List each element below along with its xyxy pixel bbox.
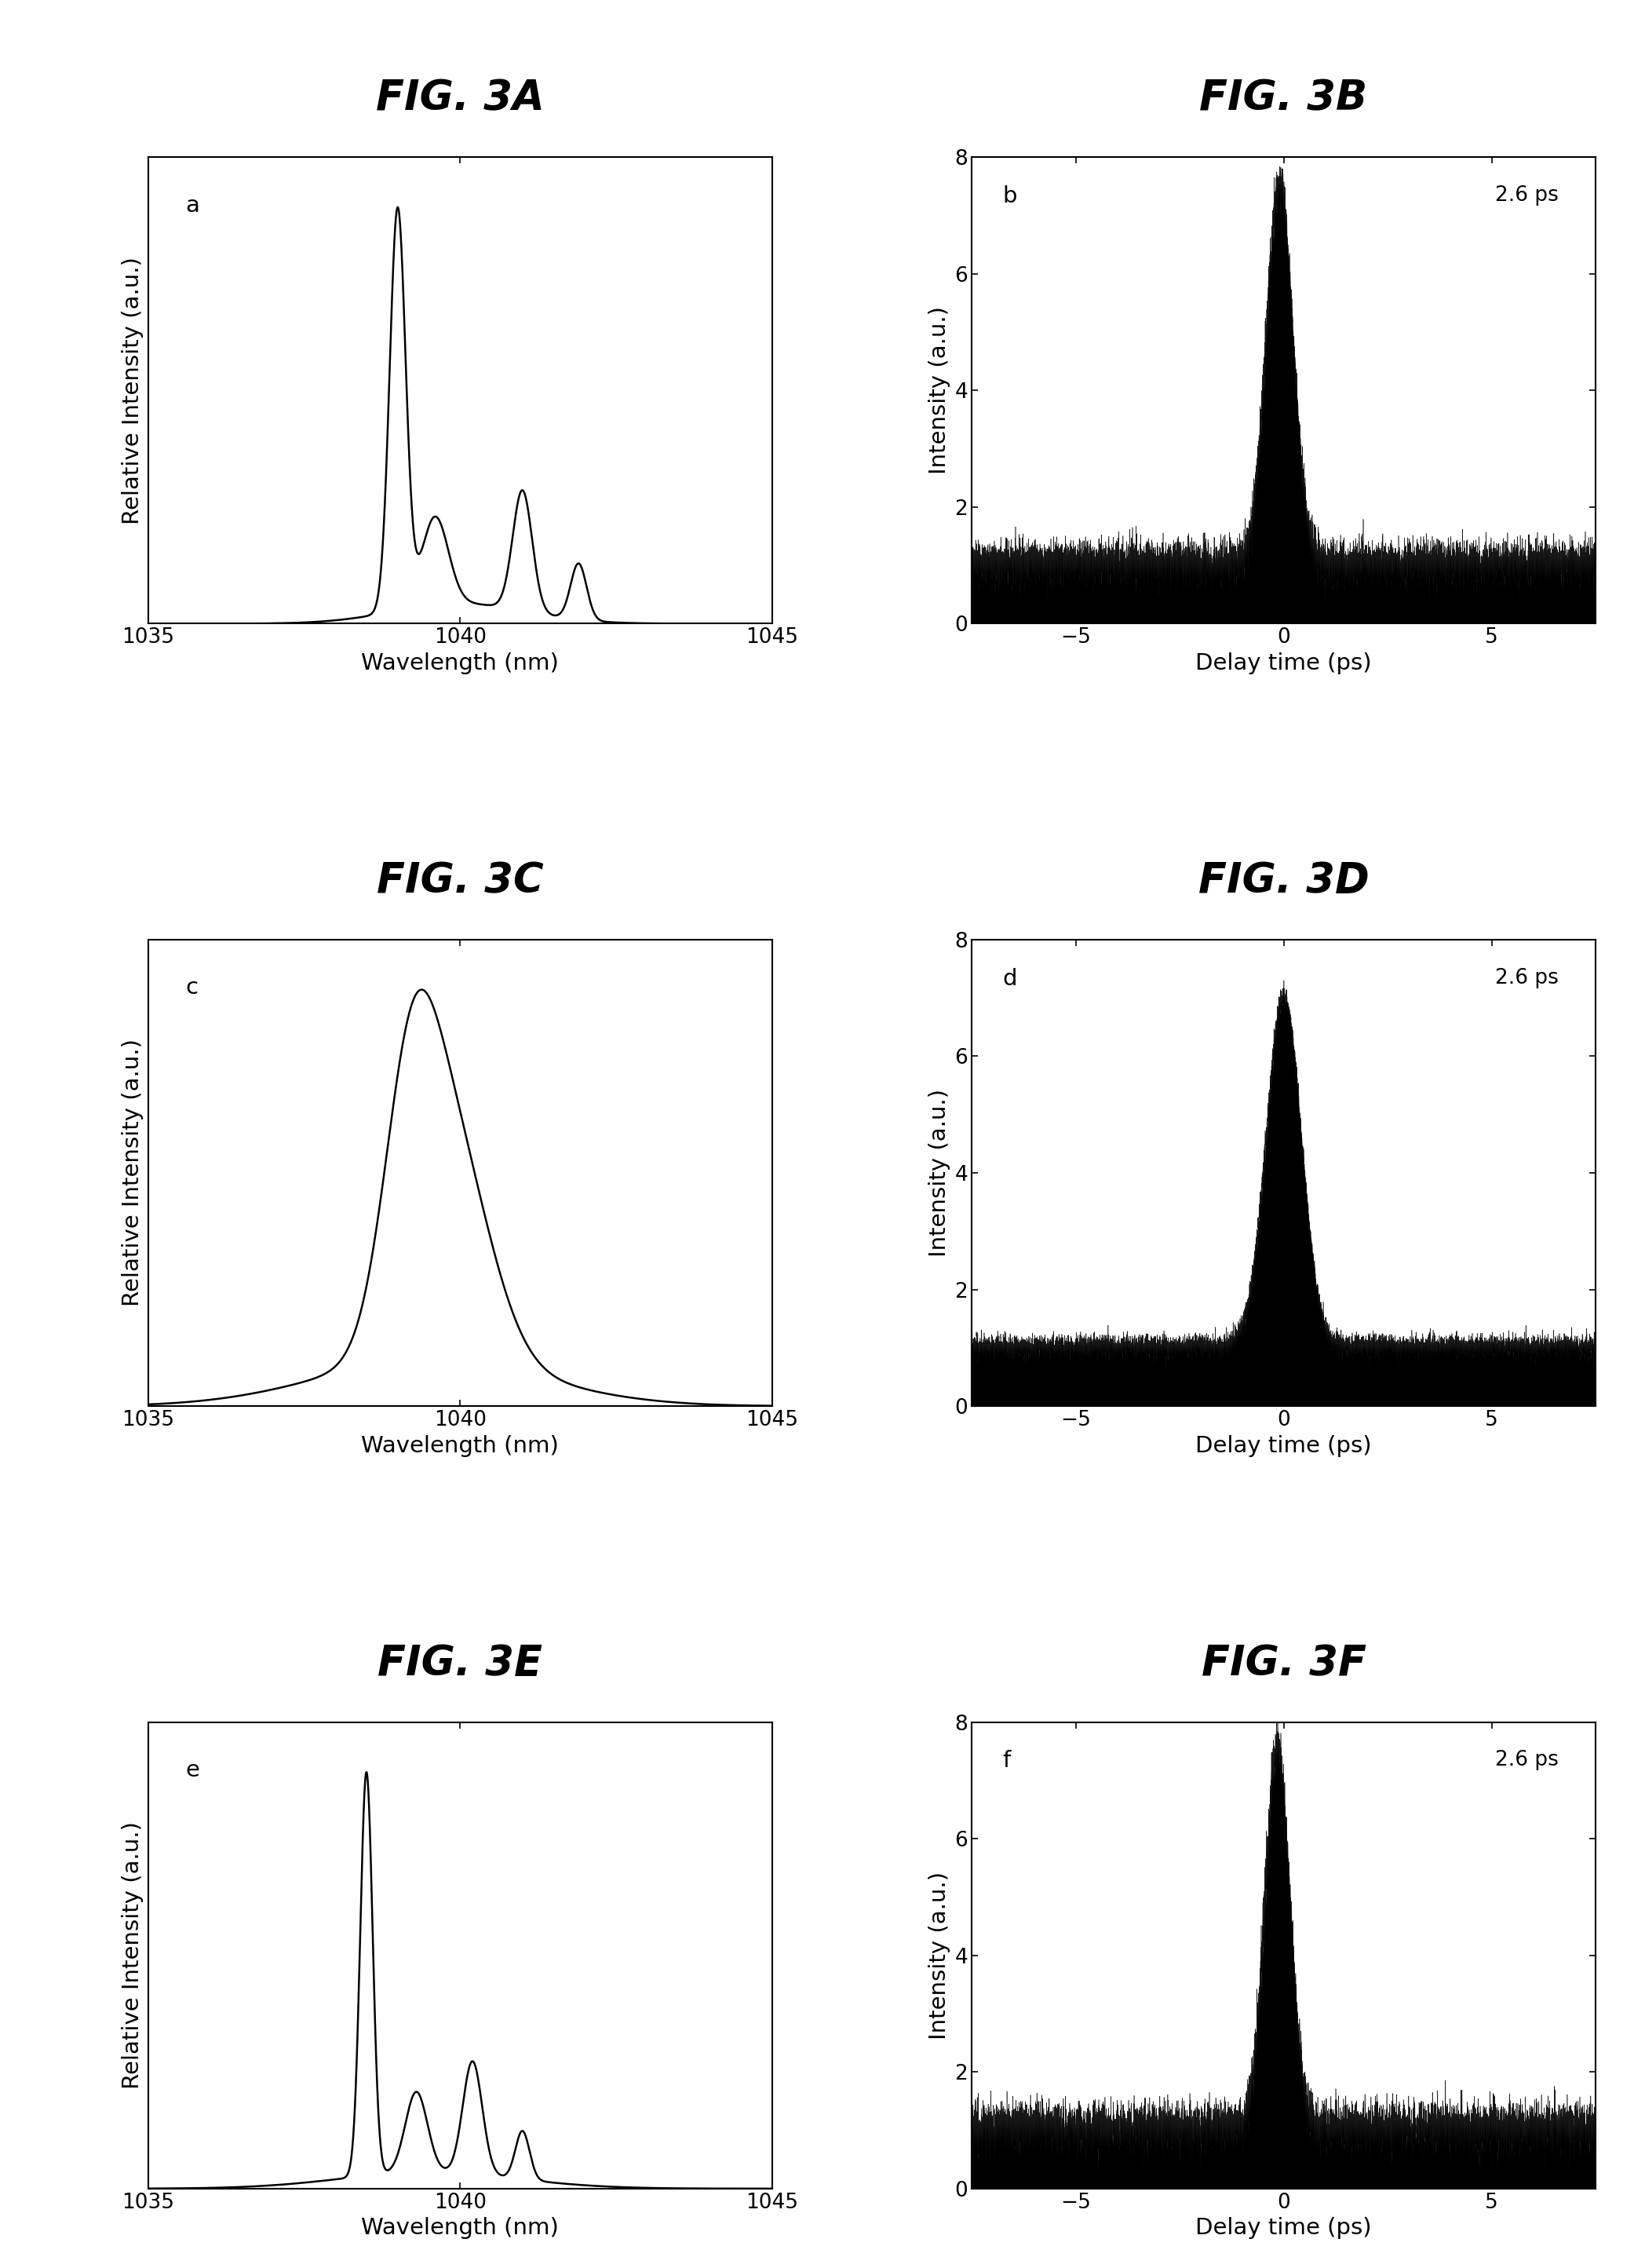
X-axis label: Wavelength (nm): Wavelength (nm) xyxy=(362,1436,559,1456)
Text: FIG. 3F: FIG. 3F xyxy=(1201,1644,1365,1685)
Y-axis label: Relative Intensity (a.u.): Relative Intensity (a.u.) xyxy=(122,1039,143,1306)
X-axis label: Wavelength (nm): Wavelength (nm) xyxy=(362,2218,559,2239)
Text: a: a xyxy=(186,195,199,215)
Text: b: b xyxy=(1003,186,1017,206)
Text: 2.6 ps: 2.6 ps xyxy=(1495,1751,1558,1771)
Text: FIG. 3D: FIG. 3D xyxy=(1198,862,1369,903)
Text: FIG. 3C: FIG. 3C xyxy=(377,862,543,903)
X-axis label: Delay time (ps): Delay time (ps) xyxy=(1196,653,1372,674)
Text: 2.6 ps: 2.6 ps xyxy=(1495,968,1558,989)
Y-axis label: Intensity (a.u.): Intensity (a.u.) xyxy=(928,1089,951,1256)
Text: e: e xyxy=(186,1760,199,1780)
Y-axis label: Intensity (a.u.): Intensity (a.u.) xyxy=(928,306,951,474)
Text: FIG. 3B: FIG. 3B xyxy=(1199,79,1367,120)
Y-axis label: Intensity (a.u.): Intensity (a.u.) xyxy=(928,1871,951,2039)
Text: d: d xyxy=(1003,968,1017,989)
Text: c: c xyxy=(186,978,197,998)
Y-axis label: Relative Intensity (a.u.): Relative Intensity (a.u.) xyxy=(122,1821,143,2089)
X-axis label: Wavelength (nm): Wavelength (nm) xyxy=(362,653,559,674)
Text: 2.6 ps: 2.6 ps xyxy=(1495,186,1558,206)
X-axis label: Delay time (ps): Delay time (ps) xyxy=(1196,2218,1372,2239)
X-axis label: Delay time (ps): Delay time (ps) xyxy=(1196,1436,1372,1456)
Y-axis label: Relative Intensity (a.u.): Relative Intensity (a.u.) xyxy=(122,256,143,524)
Text: FIG. 3E: FIG. 3E xyxy=(378,1644,543,1685)
Text: FIG. 3A: FIG. 3A xyxy=(375,79,544,120)
Text: f: f xyxy=(1003,1751,1012,1771)
